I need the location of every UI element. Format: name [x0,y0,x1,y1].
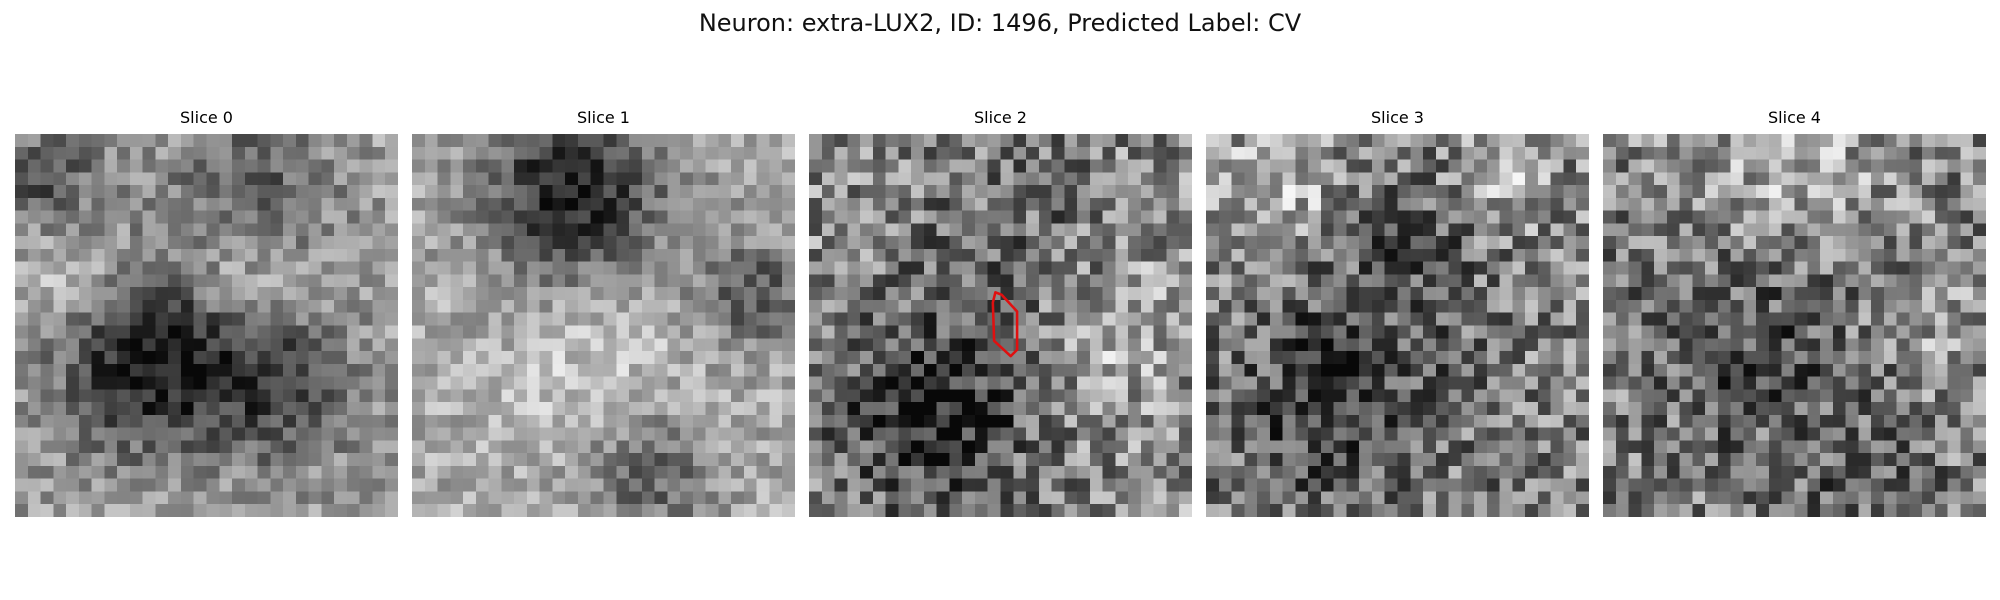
roi-outline [991,291,1019,358]
slice-image-1 [412,134,795,517]
slice-title-1: Slice 1 [577,108,630,127]
slice-title-2: Slice 2 [974,108,1027,127]
slice-title-0: Slice 0 [180,108,233,127]
slice-title-4: Slice 4 [1768,108,1821,127]
slice-image-2 [809,134,1192,517]
figure-title: Neuron: extra-LUX2, ID: 1496, Predicted … [698,9,1302,37]
slice-image-3 [1206,134,1589,517]
slice-image-4 [1603,134,1986,517]
slice-image-0 [15,134,398,517]
slice-title-3: Slice 3 [1371,108,1424,127]
